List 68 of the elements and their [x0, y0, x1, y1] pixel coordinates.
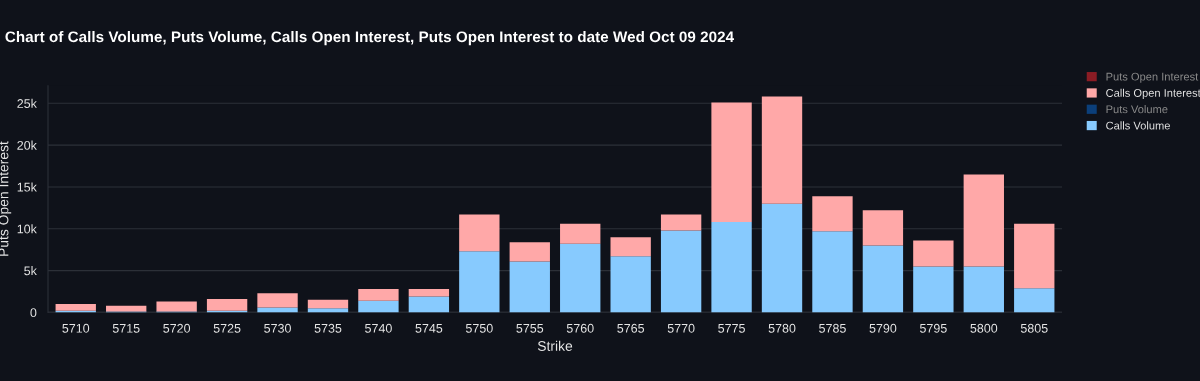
x-tick-label: 5710: [62, 323, 90, 333]
bar: [812, 231, 853, 313]
bar: [862, 210, 904, 246]
bar: [1014, 223, 1055, 289]
legend-label: Puts Open Interest: [1106, 72, 1199, 83]
bar: [711, 102, 752, 223]
bar: [660, 230, 702, 313]
bar: [913, 240, 954, 267]
bar: [1014, 288, 1055, 313]
x-tick-label: 5795: [919, 323, 947, 333]
x-tick-label: 5720: [163, 323, 191, 333]
bar: [610, 237, 651, 257]
x-tick-label: 5775: [718, 323, 745, 333]
bar: [307, 299, 349, 309]
legend-label: Calls Open Interest: [1106, 88, 1200, 100]
x-tick-label: 5760: [566, 323, 594, 333]
x-tick-label: 5715: [112, 323, 140, 333]
bar: [408, 289, 450, 297]
x-tick-label: 5780: [768, 323, 796, 333]
y-tick-label: 15k: [17, 182, 37, 192]
bar: [862, 245, 904, 313]
bar: [358, 300, 399, 313]
bar: [257, 307, 298, 313]
bar: [711, 222, 752, 313]
bar: [660, 214, 702, 231]
y-tick-label: 20k: [17, 140, 37, 150]
x-axis-title: Strike: [537, 340, 573, 351]
x-tick-label: 5750: [465, 323, 493, 333]
bar: [509, 242, 550, 262]
bar: [206, 299, 248, 311]
bar: [560, 223, 601, 244]
bar: [156, 301, 197, 312]
bar: [963, 174, 1004, 267]
bar: [358, 289, 399, 301]
bar: [761, 96, 803, 204]
x-tick-label: 5785: [819, 323, 846, 333]
bar: [459, 214, 500, 252]
x-tick-label: 5740: [365, 323, 392, 333]
bar: [761, 203, 803, 313]
y-tick-label: 10k: [17, 224, 37, 234]
bar: [913, 266, 954, 313]
x-tick-label: 5735: [314, 323, 342, 333]
bar: [307, 308, 349, 313]
x-tick-label: 5790: [869, 323, 897, 333]
x-tick-label: 5730: [264, 323, 291, 333]
y-tick-label: 25k: [17, 98, 37, 108]
bar: [106, 305, 147, 312]
x-tick-label: 5725: [213, 323, 241, 333]
bar: [408, 296, 450, 313]
legend-label: Puts Volume: [1106, 105, 1168, 114]
bar: [560, 243, 601, 313]
bar: [459, 251, 500, 313]
bar: [509, 261, 550, 313]
x-tick-label: 5765: [617, 323, 645, 333]
x-tick-label: 5745: [415, 323, 443, 333]
legend-label: Calls Volume: [1106, 121, 1170, 130]
x-tick-label: 5805: [1020, 323, 1048, 333]
bar: [610, 256, 651, 313]
x-tick-label: 5770: [667, 323, 695, 333]
bar: [963, 266, 1004, 313]
bar: [257, 293, 298, 308]
y-tick-label: 5k: [24, 266, 37, 276]
x-tick-label: 5800: [970, 323, 998, 333]
y-tick-label: 0: [30, 308, 37, 318]
x-tick-label: 5755: [516, 323, 544, 333]
chart-title: Chart of Calls Volume, Puts Volume, Calls Open Interest, Puts Open Interest to date Wed Oct 09 2024: [5, 30, 735, 46]
bar: [55, 304, 96, 311]
bar: [812, 196, 853, 232]
